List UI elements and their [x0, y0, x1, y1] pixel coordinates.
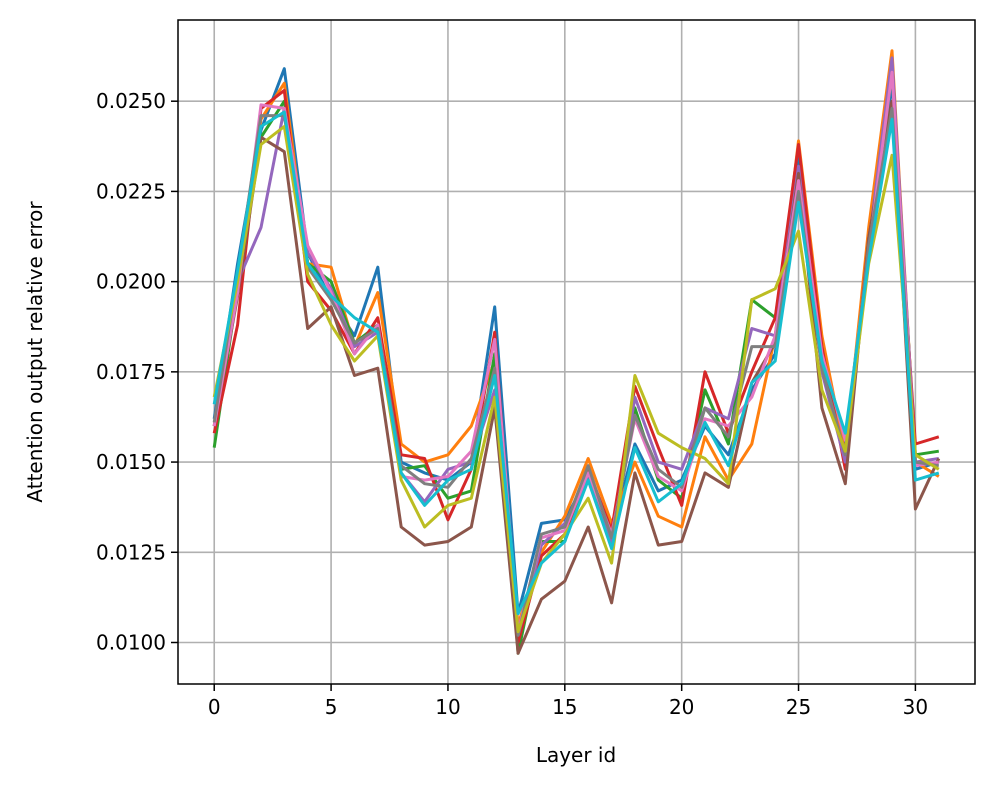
series-lines	[212, 49, 941, 655]
x-axis-label: Layer id	[536, 743, 616, 767]
y-tick-label: 0.0100	[96, 631, 166, 655]
x-tick-label: 30	[903, 695, 928, 719]
y-tick-label: 0.0125	[96, 540, 166, 564]
series-line-9	[212, 125, 940, 634]
series-line-4	[212, 88, 940, 644]
x-tick-label: 10	[435, 695, 460, 719]
y-tick-label: 0.0250	[96, 89, 166, 113]
series-line-1	[212, 67, 940, 616]
series-line-5	[212, 56, 940, 637]
series-line-10	[212, 110, 940, 616]
series-line-2	[212, 49, 940, 626]
series-line-7	[212, 70, 940, 634]
y-tick-label: 0.0150	[96, 450, 166, 474]
y-tick-label: 0.0225	[96, 179, 166, 203]
y-tick-label: 0.0175	[96, 360, 166, 384]
y-axis-label: Attention output relative error	[23, 201, 47, 503]
plot-frame	[177, 19, 976, 685]
x-tick-label: 20	[669, 695, 694, 719]
x-tick-label: 25	[786, 695, 811, 719]
y-tick-label: 0.0200	[96, 270, 166, 294]
x-tick-label: 5	[325, 695, 338, 719]
x-tick-label: 15	[552, 695, 577, 719]
axis-ticks: 0 5 10 15 20 25 30 0.0100 0.0125 0.0150 0.0175 0.02…	[96, 89, 928, 719]
x-tick-label: 0	[208, 695, 221, 719]
series-line-3	[212, 70, 940, 655]
